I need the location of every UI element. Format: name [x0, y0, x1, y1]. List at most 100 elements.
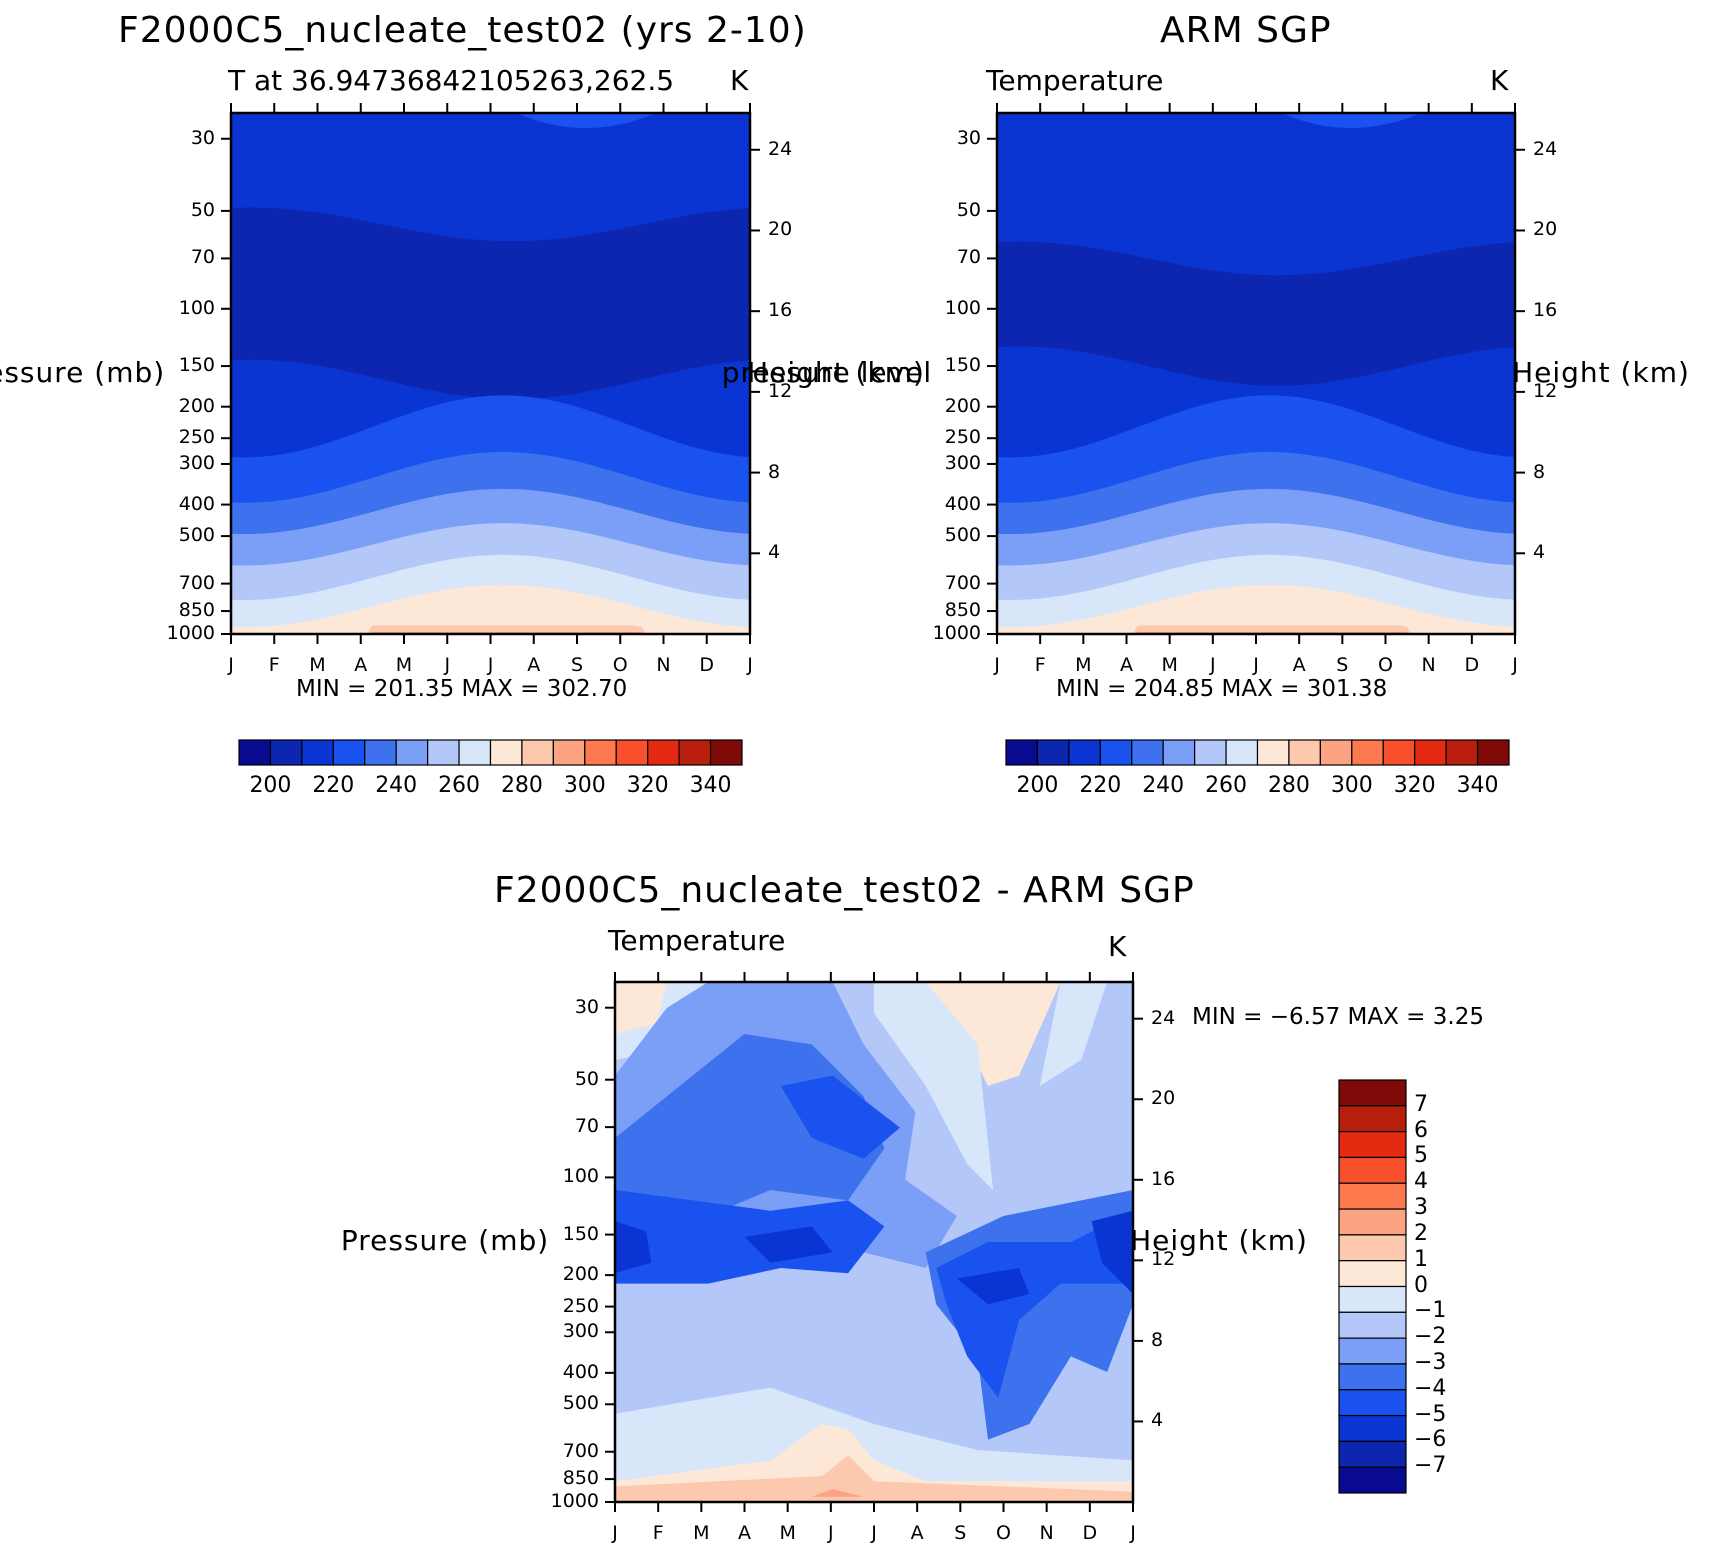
panel3-xtick-label: A — [738, 1522, 751, 1544]
panel1-xtick-label: N — [656, 654, 671, 676]
panel3-colorbar-label: 4 — [1414, 1169, 1428, 1195]
panel3-ytick-right-label: 4 — [1151, 1409, 1164, 1432]
panel3-xtick-label: D — [1082, 1522, 1098, 1544]
panel1-colorbar-box — [678, 739, 712, 766]
panel3-colorbar-box — [1338, 1131, 1407, 1159]
panel3-colorbar-label: 6 — [1414, 1117, 1428, 1143]
panel1-colorbar-label: 240 — [375, 773, 418, 798]
panel1-ytick-label: 100 — [178, 296, 215, 319]
panel3-ytick-label: 300 — [562, 1320, 599, 1343]
panel2-min-max: MIN = 204.85 MAX = 301.38 — [1056, 676, 1388, 702]
panel2-ytick-label: 400 — [944, 492, 981, 515]
panel3-colorbar-label: −6 — [1414, 1427, 1447, 1453]
panel1-xtick-label: F — [268, 654, 280, 676]
panel2-band — [1281, 113, 1422, 128]
panel1-colorbar-box — [427, 739, 460, 766]
panel2-ytick-label: 70 — [956, 246, 981, 269]
panel2-xtick-label: F — [1034, 654, 1046, 676]
panel3-title: F2000C5_nucleate_test02 - ARM SGP — [494, 870, 1195, 911]
panel1-min-max: MIN = 201.35 MAX = 302.70 — [296, 676, 628, 702]
panel3-region — [615, 1455, 1133, 1502]
panel3-ytick-label: 400 — [562, 1360, 599, 1383]
panel2-xtick-label: M — [1075, 654, 1092, 676]
panel3-ytick-right-label: 12 — [1151, 1248, 1176, 1271]
panel1-band — [231, 207, 750, 400]
panel2-colorbar-box — [1131, 739, 1164, 766]
panel2-colorbar-box — [1445, 739, 1479, 766]
panel3-colorbar-box — [1338, 1079, 1407, 1107]
panel1-colorbar-label: 200 — [249, 773, 292, 798]
panel3-xtick-label: J — [871, 1522, 877, 1544]
panel3-ytick-label: 50 — [574, 1067, 599, 1090]
panel3-ylabel: Pressure (mb) — [340, 1224, 550, 1257]
panel1-ytick-label: 50 — [190, 198, 215, 221]
panel2-colorbar-box — [1476, 739, 1510, 766]
panel1-ytick-label: 400 — [178, 492, 215, 515]
panel1-xtick-label: O — [612, 654, 628, 676]
panel2-xtick-label: J — [1210, 654, 1216, 676]
panel3-colorbar-box — [1338, 1156, 1407, 1184]
panel3-colorbar-label: 0 — [1414, 1272, 1428, 1298]
panel3-ytick-right-label: 24 — [1151, 1006, 1176, 1029]
panel2-colorbar-label: 280 — [1267, 773, 1310, 798]
panel3-xtick-label: S — [954, 1522, 967, 1544]
panel1-ytick-right-label: 12 — [768, 379, 793, 402]
panel3-colorbar-box — [1338, 1440, 1407, 1468]
panel2-xtick-label: A — [1120, 654, 1133, 676]
panel1-ytick-label: 700 — [178, 571, 215, 594]
panel3-colorbar-box — [1338, 1363, 1407, 1391]
panel2-band — [1133, 625, 1411, 634]
panel1-ytick-label: 70 — [190, 246, 215, 269]
panel1-colorbar-box — [552, 739, 586, 766]
panel1-xtick-label: J — [228, 654, 234, 676]
panel3-ytick-label: 700 — [562, 1439, 599, 1462]
panel3-ytick-right-label: 16 — [1151, 1167, 1176, 1190]
panel2-colorbar-label: 220 — [1079, 773, 1122, 798]
panel3-region — [936, 1210, 1133, 1398]
panel2-ytick-label: 30 — [956, 126, 981, 149]
panel1-ytick-right-label: 8 — [768, 460, 781, 483]
panel1-ytick-label: 150 — [178, 354, 215, 377]
panel1-band — [516, 113, 657, 128]
panel1-ytick-label: 250 — [178, 426, 215, 449]
panel2-band — [997, 584, 1515, 634]
panel1-colorbar-box — [332, 739, 366, 766]
panel2-xtick-label: J — [994, 654, 1000, 676]
panel3-ytick-right-label: 8 — [1151, 1328, 1164, 1351]
panel3-region — [1039, 982, 1108, 1086]
panel1-fill-group — [231, 113, 750, 634]
panel3-colorbar-box — [1338, 1182, 1407, 1210]
panel2-colorbar-label: 200 — [1016, 773, 1059, 798]
panel3-colorbar-box — [1338, 1414, 1407, 1442]
panel1-colorbar-box — [489, 739, 523, 766]
panel2-colorbar-label: 340 — [1456, 773, 1499, 798]
panel2-xtick-label: J — [1253, 654, 1259, 676]
panel2-ytick-label: 50 — [956, 198, 981, 221]
panel2-ytick-label: 500 — [944, 524, 981, 547]
panel2-colorbar-box — [1382, 739, 1416, 766]
panel2-xtick-label: A — [1292, 654, 1306, 676]
panel3-colorbar-label: 7 — [1414, 1091, 1428, 1117]
panel1-ylabel: Pressure (mb) — [0, 355, 166, 389]
panel2-xtick-label: M — [1161, 654, 1178, 676]
panel2-xtick-label: N — [1421, 654, 1436, 676]
panel2-ytick-right-label: 8 — [1533, 460, 1546, 483]
panel3-colorbar-label: 1 — [1414, 1246, 1428, 1272]
panel3-colorbar-label: 3 — [1414, 1195, 1428, 1221]
panel3-region — [874, 982, 994, 1190]
panel3-colorbar-box — [1338, 1260, 1407, 1288]
panel1-ytick-label: 1000 — [166, 622, 215, 644]
panel3-subtitle-right: K — [1108, 930, 1127, 963]
panel3-ytick-label: 200 — [562, 1263, 599, 1286]
panel3-region — [811, 1489, 864, 1497]
panel2-colorbar-box — [1319, 739, 1353, 766]
panel3-colorbar-box — [1338, 1234, 1407, 1262]
panel2-ytick-label: 250 — [944, 426, 981, 449]
panel1-colorbar-label: 220 — [312, 773, 355, 798]
panel2-xtick-label: D — [1464, 654, 1480, 676]
panel3-region — [1091, 1210, 1133, 1294]
panel3-ytick-label: 850 — [562, 1467, 599, 1490]
panel1-ytick-right-label: 20 — [768, 218, 793, 241]
panel2-ytick-label: 200 — [944, 394, 981, 417]
panel3-xtick-label: N — [1039, 1522, 1054, 1544]
